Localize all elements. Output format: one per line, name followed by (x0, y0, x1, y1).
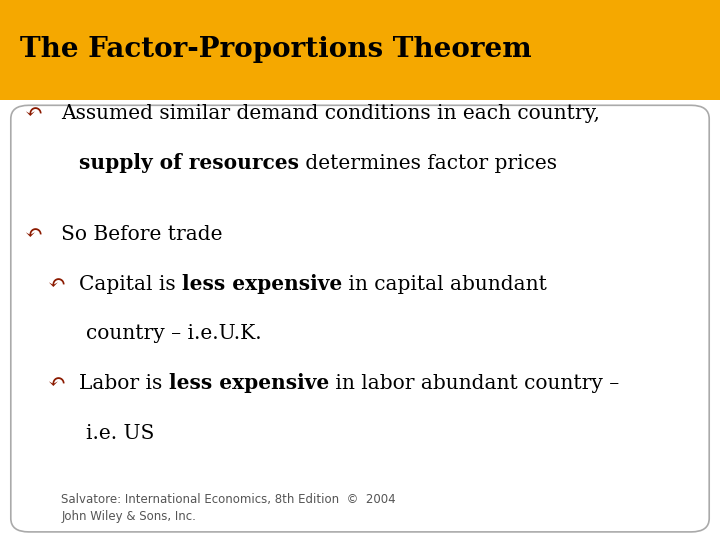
Text: i.e. US: i.e. US (86, 423, 155, 443)
Text: supply of resources: supply of resources (79, 153, 300, 173)
Text: Assumed similar demand conditions in each country,: Assumed similar demand conditions in eac… (61, 104, 600, 123)
Text: determines factor prices: determines factor prices (300, 153, 557, 173)
Text: So Before trade: So Before trade (61, 225, 222, 244)
Text: ↶: ↶ (24, 224, 42, 245)
Text: Capital is: Capital is (79, 274, 182, 294)
Bar (0, 0, 720, 100)
Text: Salvatore: International Economics, 8th Edition  ©  2004
John Wiley & Sons, Inc.: Salvatore: International Economics, 8th … (61, 492, 396, 523)
Text: ↶: ↶ (24, 103, 42, 124)
Text: country – i.e.U.K.: country – i.e.U.K. (86, 324, 262, 343)
Text: ↶: ↶ (47, 373, 65, 394)
Text: less expensive: less expensive (168, 373, 329, 394)
Text: Labor is: Labor is (79, 374, 168, 393)
FancyBboxPatch shape (11, 105, 709, 532)
Text: less expensive: less expensive (182, 274, 343, 294)
Text: in labor abundant country –: in labor abundant country – (329, 374, 619, 393)
Text: ↶: ↶ (47, 273, 65, 295)
Text: The Factor-Proportions Theorem: The Factor-Proportions Theorem (20, 36, 532, 63)
Text: in capital abundant: in capital abundant (343, 274, 547, 294)
